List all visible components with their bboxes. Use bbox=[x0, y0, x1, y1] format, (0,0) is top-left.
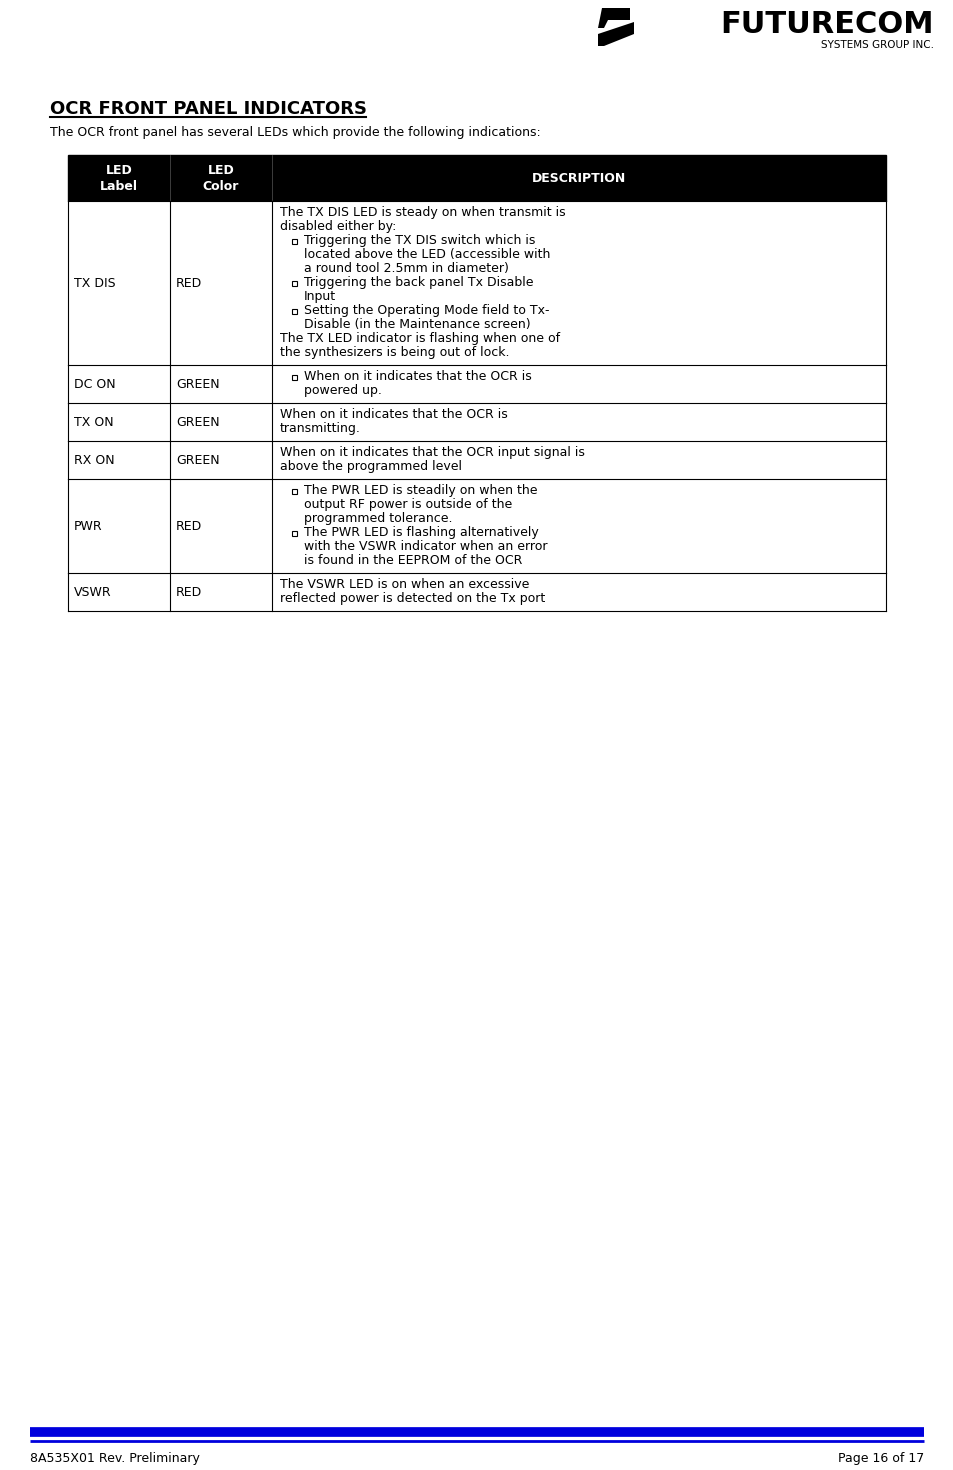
Text: LED
Label: LED Label bbox=[100, 163, 138, 193]
Text: DC ON: DC ON bbox=[74, 378, 115, 391]
Text: located above the LED (accessible with: located above the LED (accessible with bbox=[304, 248, 550, 262]
Text: GREEN: GREEN bbox=[175, 454, 219, 466]
Text: GREEN: GREEN bbox=[175, 378, 219, 391]
Text: DESCRIPTION: DESCRIPTION bbox=[532, 172, 625, 185]
Text: the synthesizers is being out of lock.: the synthesizers is being out of lock. bbox=[280, 345, 509, 359]
Polygon shape bbox=[598, 7, 629, 28]
Bar bbox=[68, 201, 885, 365]
Text: RX ON: RX ON bbox=[74, 454, 114, 466]
Text: When on it indicates that the OCR is: When on it indicates that the OCR is bbox=[280, 409, 507, 420]
Text: powered up.: powered up. bbox=[304, 384, 381, 397]
Text: VSWR: VSWR bbox=[74, 585, 112, 598]
Text: The PWR LED is flashing alternatively: The PWR LED is flashing alternatively bbox=[304, 526, 538, 539]
Text: The OCR front panel has several LEDs which provide the following indications:: The OCR front panel has several LEDs whi… bbox=[50, 126, 540, 140]
Bar bbox=[292, 490, 296, 494]
Text: above the programmed level: above the programmed level bbox=[280, 460, 461, 473]
Bar bbox=[68, 154, 885, 201]
Text: output RF power is outside of the: output RF power is outside of the bbox=[304, 498, 512, 512]
Text: RED: RED bbox=[175, 276, 202, 290]
Text: OCR FRONT PANEL INDICATORS: OCR FRONT PANEL INDICATORS bbox=[50, 100, 367, 118]
Bar bbox=[292, 240, 296, 244]
Text: GREEN: GREEN bbox=[175, 416, 219, 428]
Text: Input: Input bbox=[304, 290, 335, 303]
Bar bbox=[68, 479, 885, 573]
Text: When on it indicates that the OCR is: When on it indicates that the OCR is bbox=[304, 370, 531, 384]
Text: The TX DIS LED is steady on when transmit is: The TX DIS LED is steady on when transmi… bbox=[280, 206, 565, 219]
Bar bbox=[292, 375, 296, 381]
Text: Triggering the TX DIS switch which is: Triggering the TX DIS switch which is bbox=[304, 234, 535, 247]
Text: Triggering the back panel Tx Disable: Triggering the back panel Tx Disable bbox=[304, 276, 533, 290]
Polygon shape bbox=[598, 22, 634, 46]
Text: 8A535X01 Rev. Preliminary: 8A535X01 Rev. Preliminary bbox=[30, 1452, 200, 1466]
Text: The VSWR LED is on when an excessive: The VSWR LED is on when an excessive bbox=[280, 578, 529, 591]
Text: with the VSWR indicator when an error: with the VSWR indicator when an error bbox=[304, 539, 547, 553]
Text: transmitting.: transmitting. bbox=[280, 422, 360, 435]
Text: RED: RED bbox=[175, 519, 202, 532]
Text: Setting the Operating Mode field to Tx-: Setting the Operating Mode field to Tx- bbox=[304, 304, 549, 318]
Bar bbox=[68, 403, 885, 441]
Text: TX DIS: TX DIS bbox=[74, 276, 115, 290]
Text: When on it indicates that the OCR input signal is: When on it indicates that the OCR input … bbox=[280, 445, 584, 459]
Text: Disable (in the Maintenance screen): Disable (in the Maintenance screen) bbox=[304, 318, 530, 331]
Text: a round tool 2.5mm in diameter): a round tool 2.5mm in diameter) bbox=[304, 262, 508, 275]
Text: The PWR LED is steadily on when the: The PWR LED is steadily on when the bbox=[304, 484, 537, 497]
Text: The TX LED indicator is flashing when one of: The TX LED indicator is flashing when on… bbox=[280, 332, 559, 345]
Text: TX ON: TX ON bbox=[74, 416, 113, 428]
Text: SYSTEMS GROUP INC.: SYSTEMS GROUP INC. bbox=[821, 40, 933, 50]
Text: Page 16 of 17: Page 16 of 17 bbox=[837, 1452, 923, 1466]
Text: programmed tolerance.: programmed tolerance. bbox=[304, 512, 452, 525]
Bar bbox=[292, 309, 296, 315]
Text: disabled either by:: disabled either by: bbox=[280, 220, 395, 234]
Text: RED: RED bbox=[175, 585, 202, 598]
Bar bbox=[68, 365, 885, 403]
Bar bbox=[292, 531, 296, 537]
Bar bbox=[68, 573, 885, 612]
Text: LED
Color: LED Color bbox=[203, 163, 239, 193]
Bar bbox=[292, 281, 296, 287]
Text: reflected power is detected on the Tx port: reflected power is detected on the Tx po… bbox=[280, 592, 545, 606]
Bar bbox=[68, 441, 885, 479]
Text: FUTURECOM: FUTURECOM bbox=[720, 10, 933, 40]
Text: is found in the EEPROM of the OCR: is found in the EEPROM of the OCR bbox=[304, 554, 522, 567]
Text: PWR: PWR bbox=[74, 519, 103, 532]
